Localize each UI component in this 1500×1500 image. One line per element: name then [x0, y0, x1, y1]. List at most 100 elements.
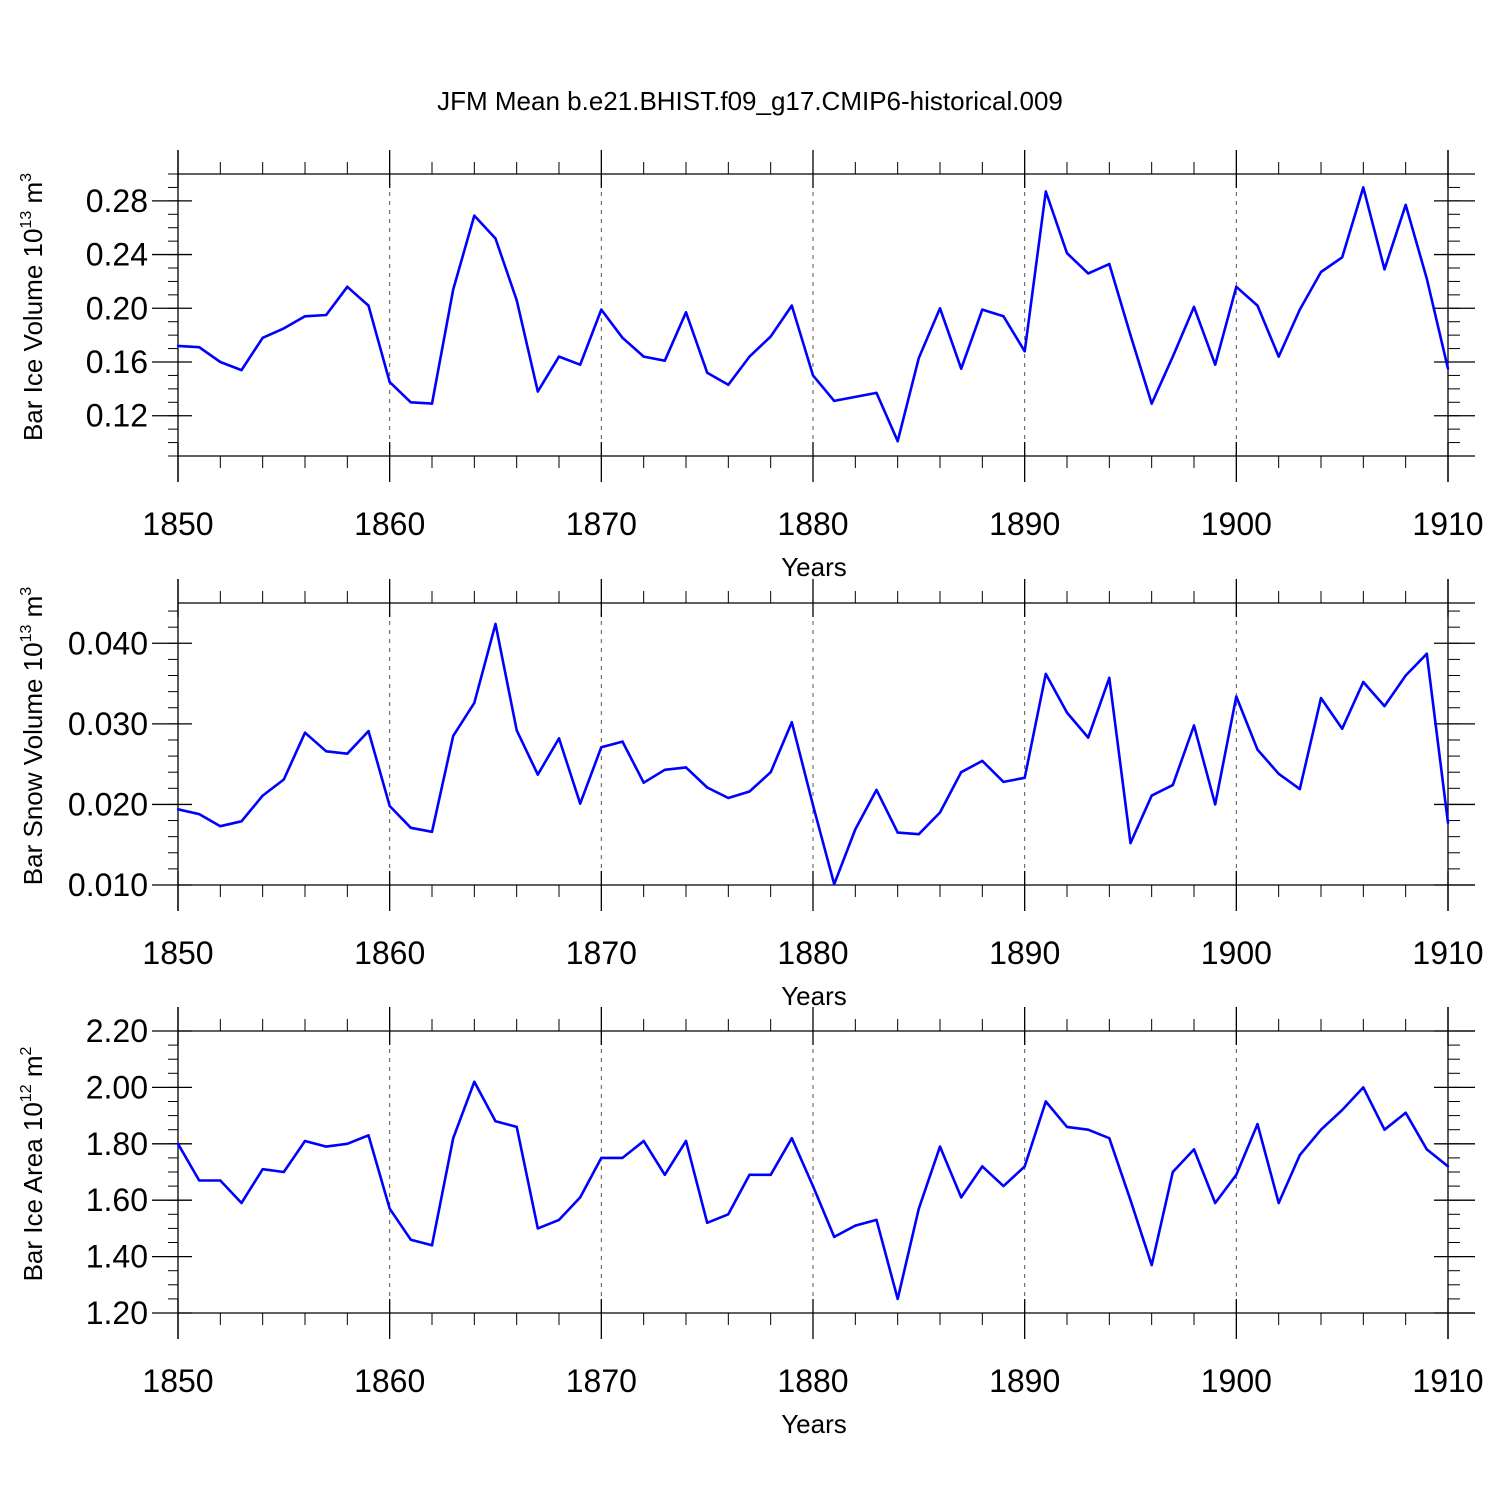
data-point — [642, 1139, 645, 1143]
data-point — [1298, 1153, 1302, 1157]
data-point — [832, 399, 836, 403]
data-point — [324, 1145, 328, 1148]
data-point — [240, 820, 243, 823]
data-point — [430, 402, 434, 405]
data-point — [1298, 787, 1302, 791]
data-point — [1044, 190, 1048, 193]
data-point — [854, 395, 857, 399]
data-point — [1446, 367, 1450, 370]
x-tick-label: 1910 — [1412, 1363, 1483, 1399]
data-point — [494, 1120, 497, 1123]
data-point — [282, 1170, 286, 1174]
data-point — [473, 701, 476, 705]
data-point — [875, 788, 878, 792]
x-tick-label: 1850 — [142, 1363, 213, 1399]
panel-ice-area: 1.20 1.40 1.60 1.80 2.00 2.20 1850 1860 1870 1880… — [18, 1007, 1484, 1439]
data-point — [832, 882, 836, 886]
x-axis-label: Years — [781, 552, 847, 582]
data-point — [1404, 203, 1407, 207]
data-point — [1023, 1165, 1026, 1168]
x-tick-label: 1910 — [1412, 935, 1483, 971]
data-point — [748, 1173, 751, 1177]
y-tick-label: 2.20 — [86, 1013, 148, 1049]
data-point — [1044, 1100, 1048, 1103]
data-point — [663, 1173, 667, 1177]
y-tick-label: 0.16 — [86, 344, 148, 380]
panel-ice-volume: 0.12 0.16 0.20 0.24 0.28 1850 1860 1870 1880 1890… — [18, 150, 1484, 582]
data-point — [1256, 1122, 1259, 1126]
x-tick-label: 1890 — [989, 506, 1060, 542]
x-tick-label: 1860 — [354, 506, 425, 542]
data-point — [832, 1235, 836, 1239]
data-point — [1404, 674, 1407, 677]
y-tick-label: 0.030 — [68, 706, 148, 742]
data-point — [1383, 268, 1386, 271]
data-point — [473, 214, 476, 217]
data-point — [684, 311, 688, 314]
data-point — [282, 327, 286, 330]
data-point — [854, 828, 857, 831]
data-point — [1383, 1128, 1386, 1131]
data-point — [324, 313, 328, 317]
data-point — [1277, 772, 1280, 776]
data-point — [981, 1165, 984, 1168]
y-tick-label: 0.010 — [68, 867, 148, 903]
data-point — [811, 804, 815, 807]
data-point — [1362, 680, 1365, 684]
x-tick-label: 1900 — [1201, 935, 1272, 971]
x-tick-label: 1860 — [354, 935, 425, 971]
data-point — [536, 1227, 540, 1230]
data-point — [959, 367, 963, 370]
data-point — [1002, 1184, 1005, 1188]
data-point — [1213, 363, 1217, 366]
x-tick-label: 1880 — [777, 1363, 848, 1399]
data-point — [1129, 1199, 1132, 1202]
data-point — [1340, 1108, 1344, 1112]
x-axis-label: Years — [781, 981, 847, 1011]
data-point — [1108, 262, 1111, 266]
data-point — [430, 830, 434, 834]
data-point — [790, 304, 794, 307]
data-point — [917, 833, 921, 836]
data-point — [1319, 270, 1323, 274]
data-point — [367, 1134, 370, 1137]
x-tick-label: 1850 — [142, 935, 213, 971]
data-point — [1235, 1173, 1238, 1177]
data-point — [494, 237, 497, 240]
data-point — [176, 1142, 180, 1146]
data-point — [981, 308, 984, 311]
data-point — [1256, 304, 1259, 307]
data-point — [1002, 315, 1005, 318]
data-point — [1235, 695, 1238, 698]
data-point — [451, 734, 455, 738]
data-point — [748, 790, 751, 793]
data-point — [959, 771, 963, 774]
data-point — [197, 812, 201, 816]
data-point — [303, 315, 307, 318]
data-point — [938, 307, 942, 310]
data-point — [1235, 285, 1238, 288]
data-point — [769, 335, 772, 338]
data-point — [515, 729, 518, 732]
data-point — [578, 802, 582, 805]
data-point — [769, 1173, 772, 1177]
data-point — [875, 391, 878, 395]
data-point — [896, 831, 899, 834]
data-point — [705, 786, 709, 789]
data-point — [1002, 780, 1005, 784]
data-point — [515, 299, 518, 302]
data-point — [1150, 402, 1153, 405]
data-point — [346, 285, 349, 288]
data-point — [748, 355, 751, 358]
data-point — [388, 804, 391, 808]
data-point — [367, 729, 370, 733]
data-point — [1065, 252, 1069, 255]
data-point — [1298, 308, 1302, 311]
x-tick-label: 1860 — [354, 1363, 425, 1399]
data-point — [1150, 794, 1153, 797]
y-tick-label: 2.00 — [86, 1069, 148, 1105]
data-point — [727, 383, 730, 387]
data-point — [1446, 1165, 1450, 1168]
data-point — [938, 811, 942, 814]
data-point — [896, 440, 899, 443]
